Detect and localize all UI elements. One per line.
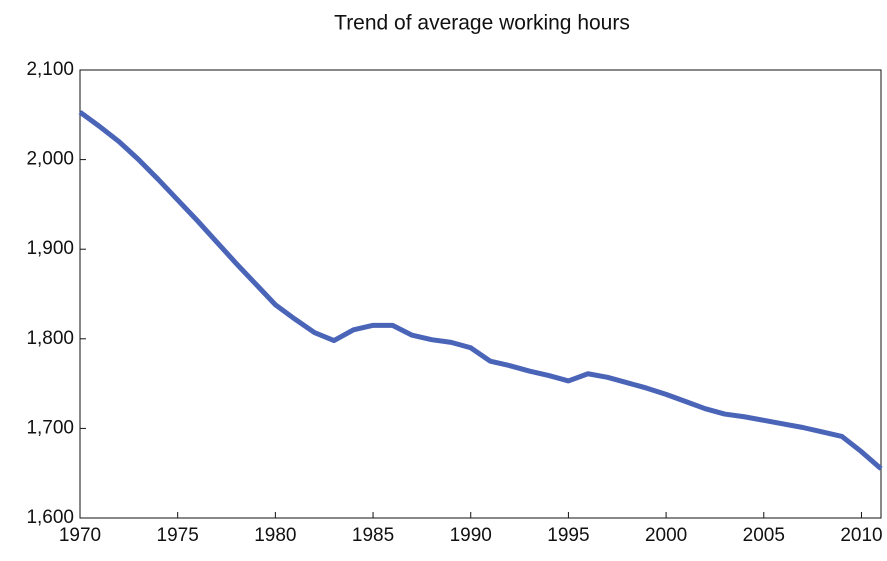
x-tick-label: 1980	[254, 525, 296, 546]
x-tick-label: 2010	[840, 525, 882, 546]
y-tick-label: 1,800	[26, 328, 74, 349]
plot-frame	[79, 69, 882, 519]
data-line	[78, 110, 883, 471]
x-tick-label: 1975	[157, 525, 199, 546]
y-tick-label: 1,600	[26, 507, 74, 528]
y-tick-label: 2,100	[26, 59, 74, 80]
y-tick-label: 1,900	[26, 238, 74, 259]
y-tick-label: 2,000	[26, 149, 74, 170]
x-tick-label: 1990	[450, 525, 492, 546]
x-tick-label: 2005	[743, 525, 785, 546]
chart-title: Trend of average working hours	[334, 12, 630, 35]
x-tick-label: 1970	[59, 525, 101, 546]
x-tick-label: 1995	[547, 525, 589, 546]
x-tick-label: 1985	[352, 525, 394, 546]
x-tick-label: 2000	[645, 525, 687, 546]
y-tick-label: 1,700	[26, 417, 74, 438]
